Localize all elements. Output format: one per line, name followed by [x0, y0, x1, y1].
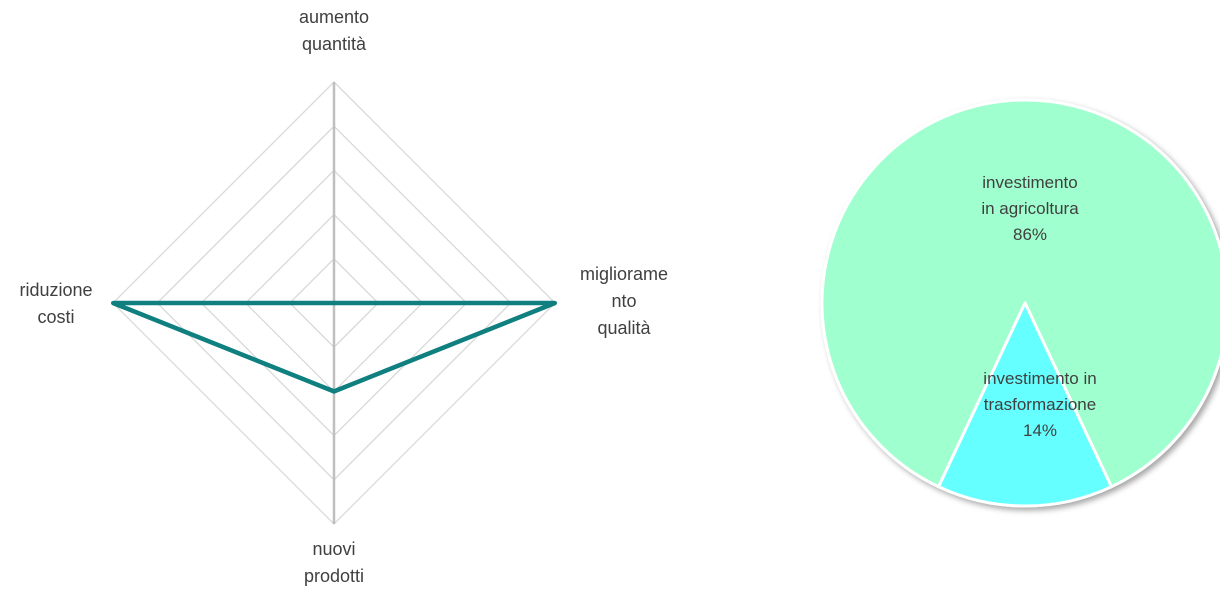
pie-slice-label-line: in agricoltura	[981, 199, 1079, 218]
radar-data-point	[553, 301, 557, 305]
radar-axis-label-line: quantità	[302, 34, 367, 54]
radar-chart: aumento quantità migliorame nto qualità nuovi…	[19, 7, 668, 586]
pie-slice-label-line: 86%	[1013, 225, 1047, 244]
radar-axis-label-line: riduzione	[19, 280, 92, 300]
radar-axis-label-line: migliorame	[580, 264, 668, 284]
pie-slice-label-line: 14%	[1023, 421, 1057, 440]
pie-slice-label-line: investimento	[982, 173, 1077, 192]
pie-slice	[937, 301, 1113, 508]
radar-axis-label-line: qualità	[597, 318, 651, 338]
radar-axis-label-line: aumento	[299, 7, 369, 27]
pie-slice-label: investimento in agricoltura 86%	[981, 173, 1079, 244]
radar-axis-label-line: nto	[611, 291, 636, 311]
radar-data-point	[111, 301, 115, 305]
pie-body	[820, 98, 1220, 508]
radar-axis-label: nuovi prodotti	[304, 539, 364, 586]
pie-chart: investimento in agricoltura 86%investiment…	[820, 98, 1220, 508]
pie-slice-label-line: investimento in	[983, 369, 1096, 388]
radar-axis-label-line: prodotti	[304, 566, 364, 586]
radar-axis-label-line: nuovi	[312, 539, 355, 559]
radar-data-point	[332, 389, 336, 394]
radar-axis-label: migliorame nto qualità	[580, 264, 668, 338]
radar-axis-label: aumento quantità	[299, 7, 369, 54]
radar-axis-label-line: costi	[37, 307, 74, 327]
radar-axis-label: riduzione costi	[19, 280, 92, 327]
pie-slice-label: investimento in trasformazione 14%	[983, 369, 1096, 440]
pie-slice-label-line: trasformazione	[984, 395, 1096, 414]
radar-data-point	[332, 301, 336, 305]
pie-slice	[820, 98, 1220, 489]
